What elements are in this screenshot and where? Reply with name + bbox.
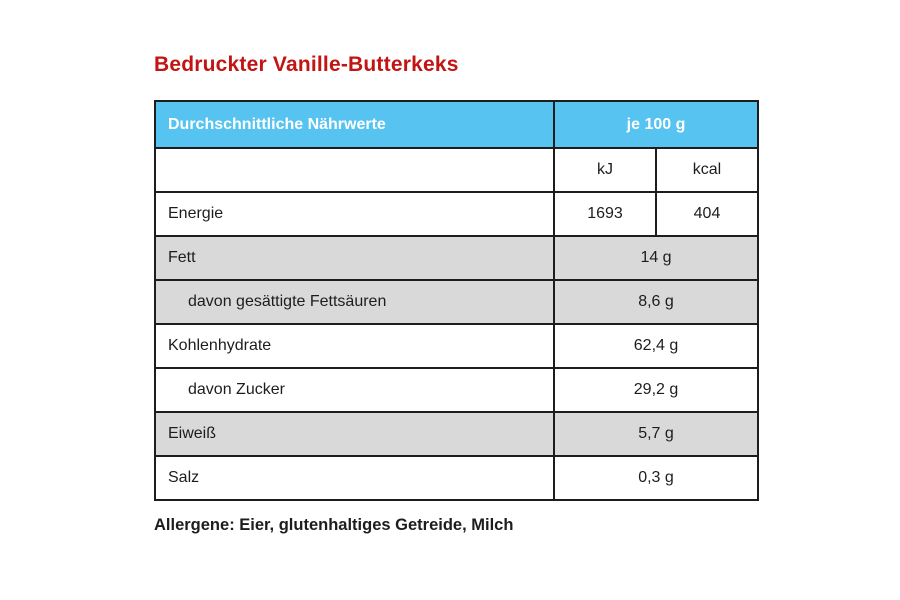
nutrient-value: 5,7 g (552, 411, 760, 457)
unit-kcal-label: kcal (654, 147, 760, 193)
energy-kcal-value: 404 (654, 191, 760, 237)
energy-kj-value: 1693 (553, 191, 657, 237)
units-empty-cell (154, 147, 555, 193)
allergens-note: Allergene: Eier, glutenhaltiges Getreide… (154, 516, 514, 534)
table-row-sugar: davon Zucker 29,2 g (154, 367, 760, 413)
table-row-salt: Salz 0,3 g (154, 455, 760, 501)
nutrient-value: 8,6 g (552, 279, 760, 325)
nutrient-value: 0,3 g (552, 455, 760, 501)
table-row-fat: Fett 14 g (154, 235, 760, 281)
header-nutrients-label: Durchschnittliche Nährwerte (154, 100, 555, 149)
header-per-100g-label: je 100 g (552, 100, 760, 149)
table-row-carbohydrates: Kohlenhydrate 62,4 g (154, 323, 760, 369)
units-row: kJ kcal (154, 147, 760, 193)
nutrient-label: Eiweiß (154, 411, 555, 457)
table-row-protein: Eiweiß 5,7 g (154, 411, 760, 457)
nutrient-label: Fett (154, 235, 555, 281)
table-header-row: Durchschnittliche Nährwerte je 100 g (154, 100, 760, 149)
page-title: Bedruckter Vanille-Butterkeks (154, 53, 459, 76)
table-row-saturated-fat: davon gesättigte Fettsäuren 8,6 g (154, 279, 760, 325)
nutrient-value: 29,2 g (552, 367, 760, 413)
nutrient-label: davon Zucker (154, 367, 555, 413)
nutrient-value: 62,4 g (552, 323, 760, 369)
nutrition-table: Durchschnittliche Nährwerte je 100 g kJ … (154, 100, 760, 501)
nutrient-label: davon gesättigte Fettsäuren (154, 279, 555, 325)
nutrient-label: Salz (154, 455, 555, 501)
nutrient-value: 14 g (552, 235, 760, 281)
nutrient-label: Kohlenhydrate (154, 323, 555, 369)
energy-label: Energie (154, 191, 555, 237)
unit-kj-label: kJ (553, 147, 657, 193)
energy-row: Energie 1693 404 (154, 191, 760, 237)
